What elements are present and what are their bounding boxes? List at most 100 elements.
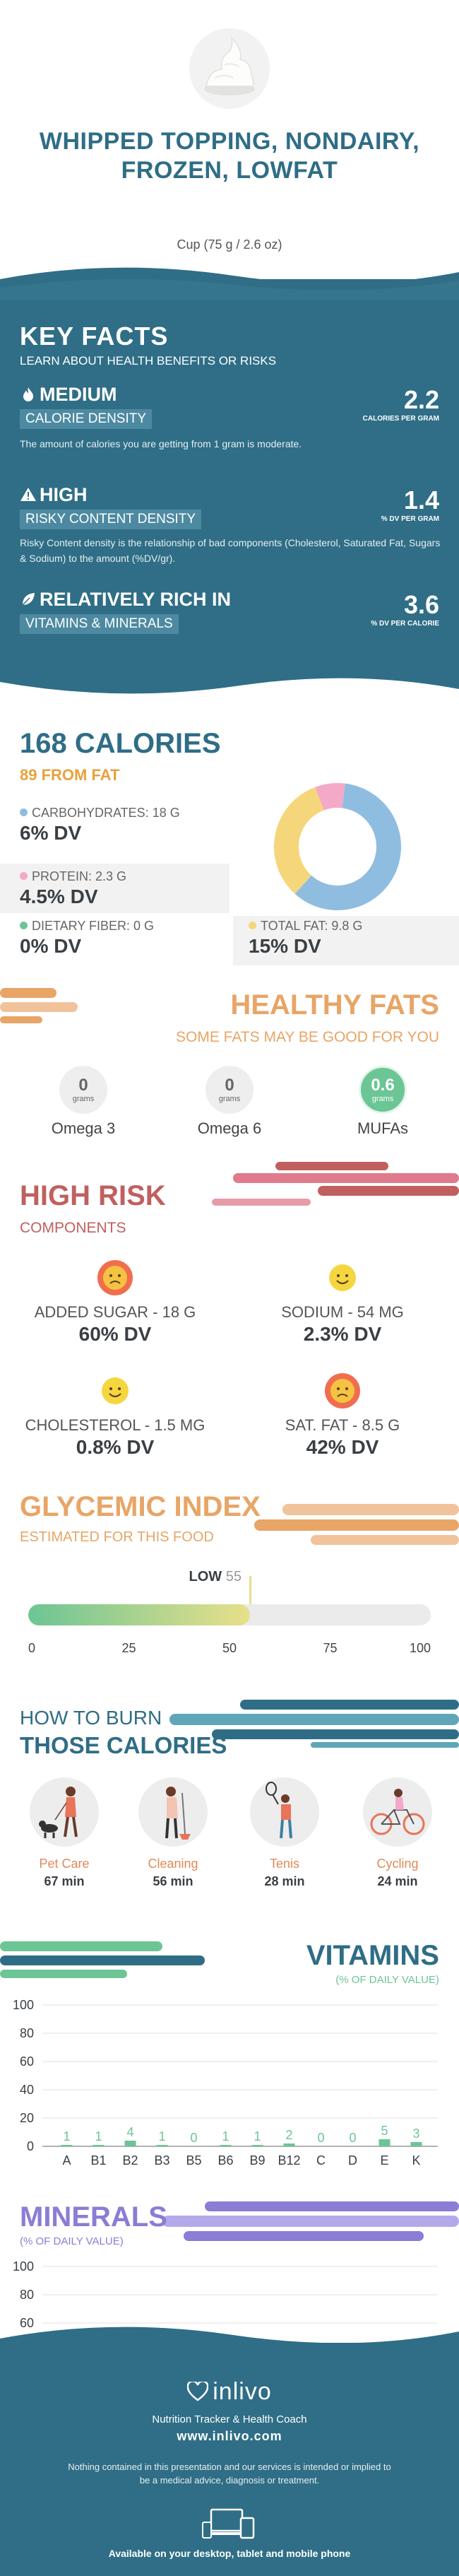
warning-icon [20, 488, 36, 501]
fiber-stat: DIETARY FIBER: 0 g 0% DV [20, 919, 155, 957]
y-tick-label: 60 [20, 2316, 34, 2330]
calorie-density-level: MEDIUM [20, 384, 117, 406]
cholesterol-item: CHOLESTEROL - 1.5 mg 0.8% DV [13, 1372, 217, 1459]
footer-url-link[interactable]: www.inlivo.com [177, 2429, 282, 2443]
wave-divider [0, 2327, 459, 2360]
leaf-icon [22, 593, 35, 606]
devices-icon [202, 2508, 255, 2539]
brand-logo[interactable]: inlivo [0, 2378, 459, 2406]
glycemic-tick: 0 [28, 1641, 36, 1655]
glycemic-tick: 75 [323, 1641, 338, 1655]
macronutrient-donut-chart [274, 783, 401, 910]
y-tick-label: 20 [20, 2111, 34, 2125]
footer-tagline: Nutrition Tracker & Health Coach [152, 2413, 307, 2425]
y-tick-label: 100 [13, 2259, 34, 2274]
bar-E [378, 2139, 391, 2146]
y-tick-label: 0 [27, 2139, 34, 2153]
happy-face-icon [97, 1373, 133, 1408]
bar-value-label: 1 [158, 2129, 165, 2143]
carbohydrates-stat: CARBOHYDRATES: 18 g 6% DV [20, 806, 180, 844]
vitamins-minerals-label: VITAMINS & MINERALS [20, 614, 179, 634]
vitamins-minerals-unit: % DV PER CALORIE [371, 620, 439, 628]
mufas-badge: 0.6 grams [359, 1066, 407, 1114]
vitamins-minerals-value: 3.6 [403, 590, 439, 619]
bar-value-label: 1 [222, 2129, 229, 2143]
category-label: B5 [186, 2153, 201, 2168]
donut-slice-fat [274, 787, 324, 894]
pet-care-activity: Pet Care 67 min [11, 1777, 117, 1889]
glycemic-bar-fill [28, 1604, 250, 1625]
footer-disclaimer: Nothing contained in this presentation a… [68, 2462, 391, 2486]
vitamins-section: VITAMINS (% OF DAILY VALUE) 100 80 60 40 20 0… [0, 1926, 459, 2187]
risky-content-label: RISKY CONTENT DENSITY [20, 510, 202, 529]
key-facts-title: KEY FACTS [20, 322, 169, 351]
risky-content-value: 1.4 [403, 486, 439, 514]
decorative-stripes [0, 1941, 205, 1978]
bar-B12 [283, 2143, 295, 2146]
y-tick-label: 60 [20, 2054, 34, 2069]
header: WHIPPED TOPPING, NONDAIRY, FROZEN, LOWFA… [0, 0, 459, 279]
omega-3-badge: 0 grams [59, 1066, 107, 1114]
tennis-activity: Tenis 28 min [232, 1777, 338, 1889]
heart-logo-icon [186, 2380, 209, 2401]
decorative-stripes [254, 1504, 459, 1545]
wave-divider [0, 267, 459, 300]
food-image [189, 28, 270, 109]
bar-B1 [93, 2145, 105, 2146]
bar-value-label: 2 [285, 2128, 292, 2142]
risky-content-level: HIGH [20, 484, 88, 506]
cycling-icon [363, 1777, 432, 1847]
category-label: B1 [90, 2153, 106, 2168]
cycling-activity: Cycling 24 min [345, 1777, 451, 1889]
wave-divider [0, 678, 459, 707]
sad-face-icon [325, 1373, 360, 1408]
glycemic-title: GLYCEMIC INDEX [20, 1491, 261, 1522]
total-fat-stat: TOTAL FAT: 9.8 g 15% DV [249, 919, 363, 957]
y-tick-label: 40 [20, 2083, 34, 2097]
fat-background [233, 916, 459, 965]
high-risk-title: HIGH RISK [20, 1180, 166, 1211]
sodium-item: SODIUM - 54 mg 2.3% DV [240, 1259, 445, 1346]
saturated-fat-item: SAT. FAT - 8.5 g 42% DV [240, 1372, 445, 1459]
donut-slice-protein [315, 783, 345, 811]
category-label: A [62, 2153, 71, 2168]
bar-B9 [251, 2145, 263, 2146]
fiber-dot [20, 922, 28, 929]
category-label: D [348, 2153, 357, 2168]
added-sugar-item: ADDED SUGAR - 18 g 60% DV [13, 1259, 217, 1346]
fat-dot [249, 922, 256, 929]
footer: inlivo Nutrition Tracker & Health Coach … [0, 2327, 459, 2576]
category-label: E [380, 2153, 388, 2168]
high-risk-section: HIGH RISK COMPONENTS ADDED SUGAR - 18 g … [0, 1152, 459, 1477]
vitamins-subtitle: (% OF DAILY VALUE) [335, 1974, 439, 1986]
sad-face-icon [97, 1260, 133, 1295]
protein-dot [20, 872, 28, 880]
bar-value-label: 1 [254, 2129, 261, 2143]
calories-section: 168 CALORIES 89 FROM FAT CARBOHYDRATES: … [0, 707, 459, 968]
category-label: B9 [249, 2153, 265, 2168]
vitamins-title: VITAMINS [306, 1940, 439, 1971]
bar-B6 [220, 2145, 232, 2146]
page-title: WHIPPED TOPPING, NONDAIRY, FROZEN, LOWFA… [39, 128, 420, 184]
cleaning-icon [138, 1777, 208, 1847]
bar-value-label: 3 [412, 2127, 419, 2141]
glycemic-marker [249, 1576, 251, 1604]
bar-A [61, 2145, 73, 2146]
category-label: K [412, 2153, 420, 2168]
glycemic-index-section: GLYCEMIC INDEX ESTIMATED FOR THIS FOOD L… [0, 1477, 459, 1686]
omega-6-badge: 0 grams [205, 1066, 254, 1114]
bar-value-label: 1 [95, 2129, 102, 2143]
glycemic-tick: 50 [222, 1641, 237, 1655]
calories-from-fat: 89 FROM FAT [20, 766, 120, 784]
glycemic-tick: 25 [121, 1641, 136, 1655]
glycemic-bar-track [28, 1604, 431, 1625]
donut-slice-carbohydrates [294, 783, 401, 910]
decorative-stripes [169, 1700, 459, 1748]
carbohydrates-dot [20, 808, 28, 816]
bar-value-label: 0 [190, 2131, 197, 2145]
minerals-title: MINERALS [20, 2201, 167, 2233]
bar-value-label: 1 [63, 2129, 70, 2143]
protein-background [0, 864, 230, 913]
key-facts-section: KEY FACTS LEARN ABOUT HEALTH BENEFITS OR… [0, 267, 459, 707]
